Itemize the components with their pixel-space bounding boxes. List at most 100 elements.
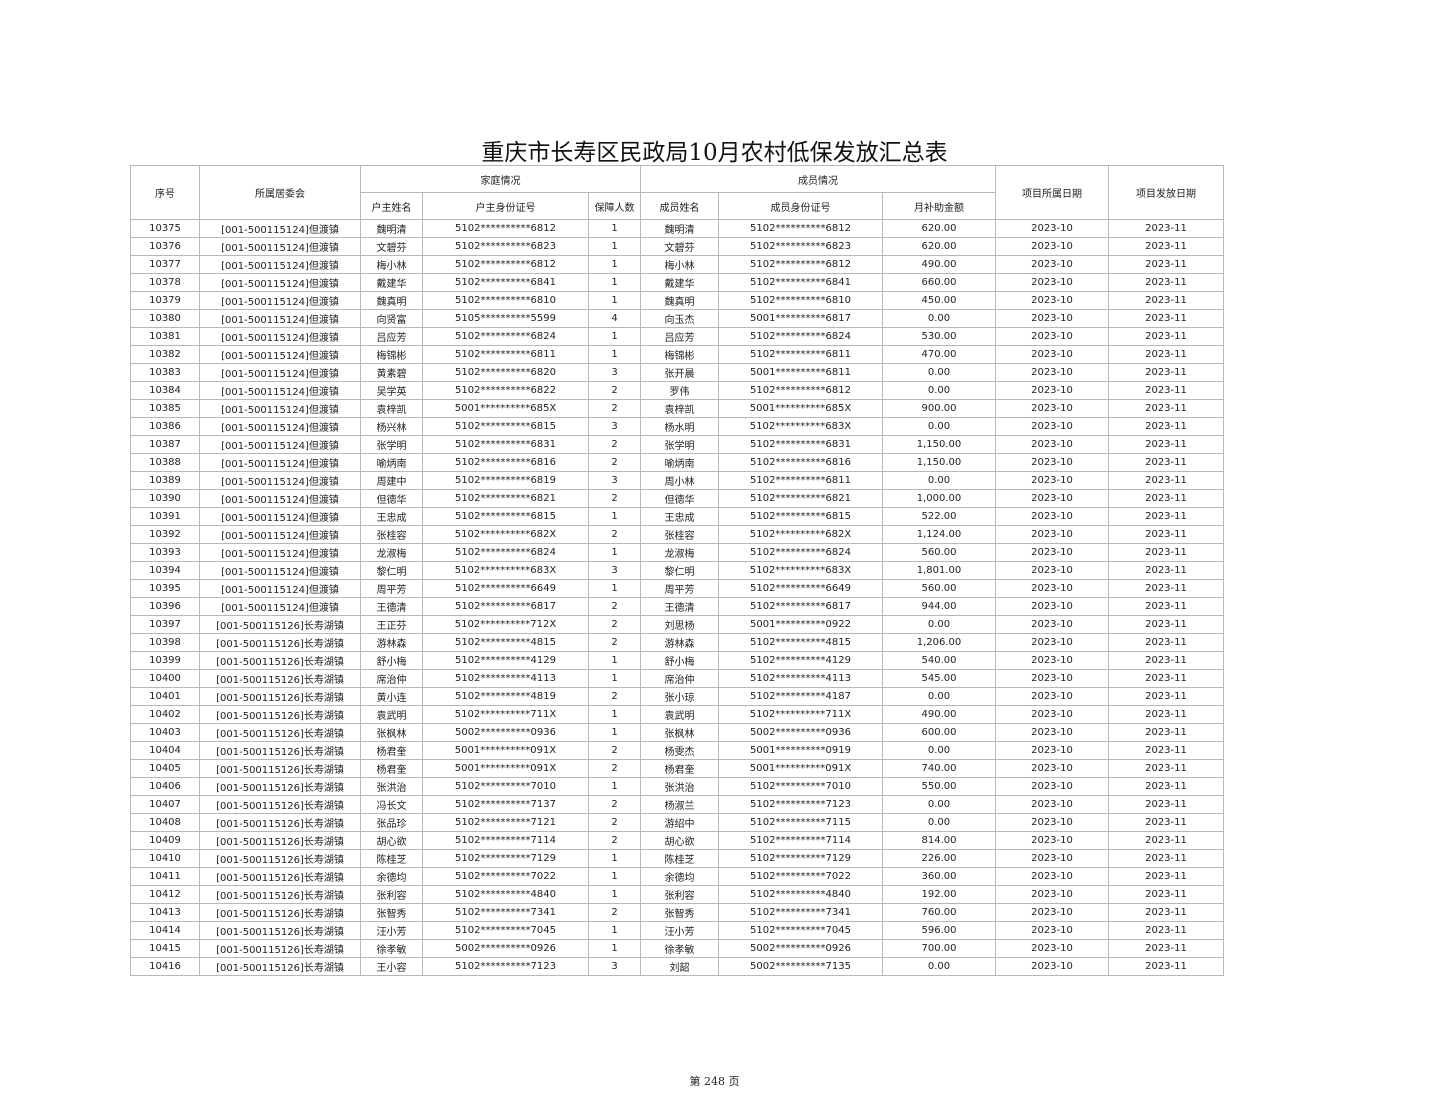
cell-issue: 2023-11 — [1108, 921, 1224, 940]
cell-issue: 2023-11 — [1108, 255, 1224, 274]
cell-amount: 620.00 — [882, 219, 996, 238]
cell-member-id: 5102**********683X — [718, 561, 883, 580]
cell-head-name: 张枫林 — [360, 723, 423, 742]
cell-head-name: 杨君奎 — [360, 741, 423, 760]
cell-head-name: 王德清 — [360, 597, 423, 616]
cell-issue: 2023-11 — [1108, 525, 1224, 544]
cell-head-name: 游林森 — [360, 633, 423, 652]
table-row: 10414 [001-500115126]长寿湖镇 汪小芳 5102*********… — [130, 921, 1224, 940]
cell-head-name: 袁武明 — [360, 705, 423, 724]
cell-member-name: 刘思杨 — [640, 615, 719, 634]
cell-amount: 0.00 — [882, 957, 996, 976]
cell-count: 1 — [588, 723, 641, 742]
cell-seq: 10390 — [130, 489, 200, 508]
cell-period: 2023-10 — [995, 885, 1109, 904]
cell-member-id: 5102**********4187 — [718, 687, 883, 706]
cell-member-name: 张小琼 — [640, 687, 719, 706]
cell-amount: 450.00 — [882, 291, 996, 310]
cell-committee: [001-500115126]长寿湖镇 — [199, 669, 361, 688]
cell-issue: 2023-11 — [1108, 219, 1224, 238]
cell-member-id: 5102**********7045 — [718, 921, 883, 940]
cell-issue: 2023-11 — [1108, 363, 1224, 382]
cell-issue: 2023-11 — [1108, 597, 1224, 616]
table-row: 10416 [001-500115126]长寿湖镇 王小容 5102*********… — [130, 957, 1224, 976]
cell-member-id: 5001**********6817 — [718, 309, 883, 328]
cell-amount: 490.00 — [882, 255, 996, 274]
cell-head-id: 5001**********091X — [422, 759, 589, 778]
cell-head-name: 王小容 — [360, 957, 423, 976]
cell-amount: 600.00 — [882, 723, 996, 742]
cell-member-name: 黎仁明 — [640, 561, 719, 580]
cell-member-name: 杨淑兰 — [640, 795, 719, 814]
cell-member-id: 5102**********6841 — [718, 273, 883, 292]
cell-period: 2023-10 — [995, 795, 1109, 814]
cell-period: 2023-10 — [995, 831, 1109, 850]
cell-member-id: 5102**********6810 — [718, 291, 883, 310]
cell-count: 2 — [588, 813, 641, 832]
table-row: 10403 [001-500115126]长寿湖镇 张枫林 5002*********… — [130, 723, 1224, 742]
cell-amount: 0.00 — [882, 363, 996, 382]
cell-period: 2023-10 — [995, 327, 1109, 346]
cell-amount: 620.00 — [882, 237, 996, 256]
cell-period: 2023-10 — [995, 939, 1109, 958]
cell-head-name: 张洪治 — [360, 777, 423, 796]
cell-period: 2023-10 — [995, 651, 1109, 670]
cell-period: 2023-10 — [995, 471, 1109, 490]
header-head-id: 户主身份证号 — [422, 192, 589, 220]
table-row: 10400 [001-500115126]长寿湖镇 席治仲 5102*********… — [130, 669, 1224, 688]
cell-count: 2 — [588, 489, 641, 508]
cell-committee: [001-500115126]长寿湖镇 — [199, 633, 361, 652]
cell-seq: 10397 — [130, 615, 200, 634]
table-row: 10388 [001-500115124]但渡镇 喻炳南 5102**********… — [130, 453, 1224, 472]
header-period: 项目所属日期 — [995, 165, 1109, 220]
cell-head-name: 龙淑梅 — [360, 543, 423, 562]
cell-committee: [001-500115124]但渡镇 — [199, 579, 361, 598]
page-title: 重庆市长寿区民政局10月农村低保发放汇总表 — [481, 140, 948, 166]
cell-committee: [001-500115124]但渡镇 — [199, 363, 361, 382]
cell-member-name: 魏明清 — [640, 219, 719, 238]
cell-committee: [001-500115124]但渡镇 — [199, 543, 361, 562]
cell-seq: 10387 — [130, 435, 200, 454]
cell-member-id: 5102**********7022 — [718, 867, 883, 886]
table-row: 10395 [001-500115124]但渡镇 周平芳 5102**********… — [130, 579, 1224, 598]
table-row: 10397 [001-500115126]长寿湖镇 王正芬 5102*********… — [130, 615, 1224, 634]
cell-count: 2 — [588, 831, 641, 850]
cell-head-id: 5102**********683X — [422, 561, 589, 580]
cell-seq: 10379 — [130, 291, 200, 310]
cell-head-id: 5102**********4129 — [422, 651, 589, 670]
cell-head-id: 5102**********7137 — [422, 795, 589, 814]
cell-issue: 2023-11 — [1108, 795, 1224, 814]
cell-seq: 10409 — [130, 831, 200, 850]
cell-seq: 10398 — [130, 633, 200, 652]
cell-issue: 2023-11 — [1108, 903, 1224, 922]
cell-period: 2023-10 — [995, 615, 1109, 634]
cell-period: 2023-10 — [995, 849, 1109, 868]
cell-period: 2023-10 — [995, 363, 1109, 382]
cell-committee: [001-500115126]长寿湖镇 — [199, 795, 361, 814]
cell-count: 1 — [588, 219, 641, 238]
cell-seq: 10377 — [130, 255, 200, 274]
cell-committee: [001-500115124]但渡镇 — [199, 309, 361, 328]
cell-member-id: 5102**********6824 — [718, 543, 883, 562]
cell-amount: 0.00 — [882, 813, 996, 832]
cell-head-id: 5102**********7045 — [422, 921, 589, 940]
cell-head-id: 5102**********6812 — [422, 255, 589, 274]
table-row: 10384 [001-500115124]但渡镇 吴学英 5102**********… — [130, 381, 1224, 400]
cell-amount: 1,124.00 — [882, 525, 996, 544]
cell-amount: 0.00 — [882, 795, 996, 814]
cell-head-id: 5102**********4113 — [422, 669, 589, 688]
cell-head-name: 黎仁明 — [360, 561, 423, 580]
cell-seq: 10386 — [130, 417, 200, 436]
cell-committee: [001-500115124]但渡镇 — [199, 453, 361, 472]
cell-member-id: 5002**********0936 — [718, 723, 883, 742]
cell-seq: 10393 — [130, 543, 200, 562]
table-row: 10393 [001-500115124]但渡镇 龙淑梅 5102**********… — [130, 543, 1224, 562]
header-head-name: 户主姓名 — [360, 192, 423, 220]
cell-period: 2023-10 — [995, 291, 1109, 310]
table-row: 10412 [001-500115126]长寿湖镇 张利容 5102*********… — [130, 885, 1224, 904]
cell-member-name: 但德华 — [640, 489, 719, 508]
cell-seq: 10402 — [130, 705, 200, 724]
cell-period: 2023-10 — [995, 813, 1109, 832]
cell-head-name: 冯长文 — [360, 795, 423, 814]
cell-member-id: 5102**********6831 — [718, 435, 883, 454]
